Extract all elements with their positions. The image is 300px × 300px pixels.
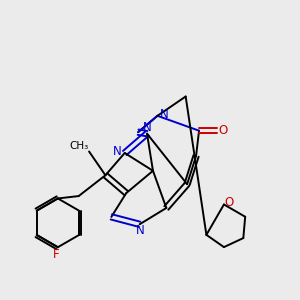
Text: N: N: [136, 224, 145, 237]
Text: N: N: [160, 108, 168, 121]
Text: N: N: [143, 121, 152, 134]
Text: O: O: [225, 196, 234, 209]
Text: CH₃: CH₃: [69, 141, 88, 152]
Text: O: O: [219, 124, 228, 136]
Text: N: N: [113, 145, 122, 158]
Text: F: F: [53, 248, 60, 261]
